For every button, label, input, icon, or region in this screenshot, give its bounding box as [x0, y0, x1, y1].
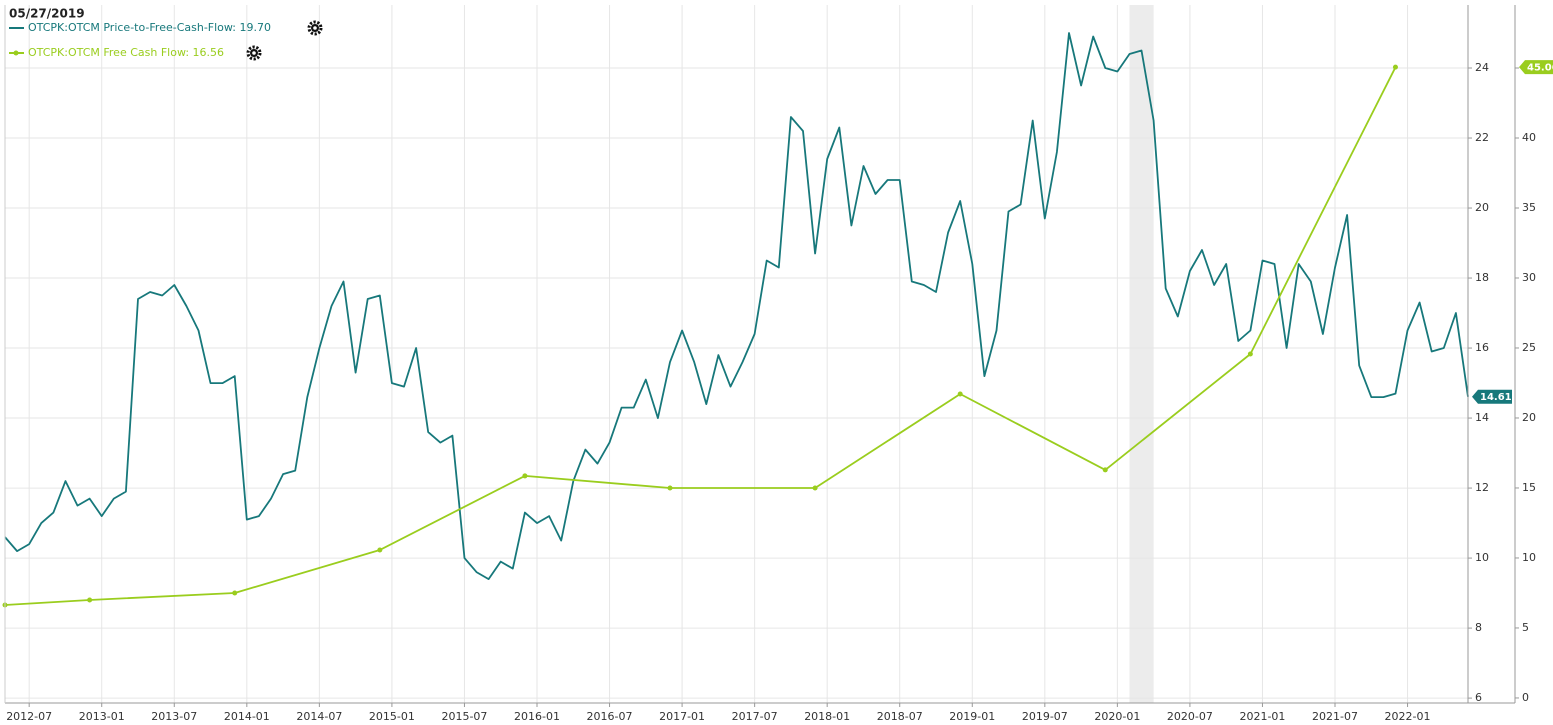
- y-tick-label: 22: [1475, 131, 1489, 144]
- point: [377, 547, 383, 553]
- gear-teeth[interactable]: [307, 20, 323, 36]
- x-tick-label: 2019-01: [949, 710, 995, 723]
- point: [1102, 467, 1108, 473]
- y-tick-label: 20: [1475, 201, 1489, 214]
- x-tick-label: 2018-01: [804, 710, 850, 723]
- y-tick-label: 18: [1475, 271, 1489, 284]
- recession-band: [1129, 5, 1154, 703]
- x-tick-label: 2016-07: [587, 710, 633, 723]
- x-tick-label: 2021-01: [1239, 710, 1285, 723]
- point: [1247, 351, 1253, 357]
- last-value-label: 45.06: [1527, 63, 1553, 74]
- y-tick-label: 16: [1475, 341, 1489, 354]
- point: [667, 485, 673, 491]
- point: [1392, 64, 1398, 70]
- x-tick-label: 2012-07: [6, 710, 52, 723]
- gear-teeth[interactable]: [246, 45, 262, 61]
- gear-hole[interactable]: [252, 51, 256, 55]
- y2-tick-label: 10: [1522, 551, 1536, 564]
- x-tick-label: 2014-07: [296, 710, 342, 723]
- point: [812, 485, 818, 491]
- y-tick-label: 14: [1475, 411, 1489, 424]
- x-tick-label: 2020-07: [1167, 710, 1213, 723]
- x-tick-label: 2013-07: [151, 710, 197, 723]
- y2-tick-label: 5: [1522, 621, 1529, 634]
- x-tick-label: 2017-01: [659, 710, 705, 723]
- series-line: [4, 32, 1469, 580]
- x-tick-label: 2015-07: [441, 710, 487, 723]
- y-tick-label: 12: [1475, 481, 1489, 494]
- point: [957, 391, 963, 397]
- point: [87, 597, 93, 603]
- x-tick-label: 2022-01: [1385, 710, 1431, 723]
- y-tick-label: 10: [1475, 551, 1489, 564]
- y-tick-label: 8: [1475, 621, 1482, 634]
- legend-marker: [13, 50, 19, 56]
- x-tick-label: 2016-01: [514, 710, 560, 723]
- y-tick-label: 6: [1475, 691, 1482, 704]
- gear-hole[interactable]: [313, 26, 317, 30]
- last-value-badge: [1472, 389, 1512, 404]
- y2-tick-label: 25: [1522, 341, 1536, 354]
- date-header: 05/27/2019: [9, 7, 85, 21]
- legend-entry: OTCPK:OTCM Price-to-Free-Cash-Flow: 19.7…: [28, 21, 271, 34]
- x-tick-label: 2013-01: [79, 710, 125, 723]
- x-tick-label: 2015-01: [369, 710, 415, 723]
- y2-tick-label: 35: [1522, 201, 1536, 214]
- x-tick-label: 2014-01: [224, 710, 270, 723]
- y2-tick-label: 20: [1522, 411, 1536, 424]
- last-value-badge: [1519, 60, 1553, 75]
- x-tick-label: 2017-07: [732, 710, 778, 723]
- y2-tick-label: 30: [1522, 271, 1536, 284]
- x-tick-label: 2021-07: [1312, 710, 1358, 723]
- x-tick-label: 2020-01: [1094, 710, 1140, 723]
- settings-icon[interactable]: [246, 45, 262, 61]
- y2-tick-label: 0: [1522, 691, 1529, 704]
- x-tick-label: 2018-07: [877, 710, 923, 723]
- point: [232, 590, 238, 596]
- y2-tick-label: 15: [1522, 481, 1536, 494]
- last-value-label: 14.61: [1480, 392, 1512, 403]
- y-tick-label: 24: [1475, 61, 1489, 74]
- x-tick-label: 2019-07: [1022, 710, 1068, 723]
- legend-entry: OTCPK:OTCM Free Cash Flow: 16.56: [28, 46, 224, 59]
- y2-tick-label: 40: [1522, 131, 1536, 144]
- plot-area: [2, 5, 1469, 703]
- point: [522, 473, 528, 479]
- settings-icon[interactable]: [307, 20, 323, 36]
